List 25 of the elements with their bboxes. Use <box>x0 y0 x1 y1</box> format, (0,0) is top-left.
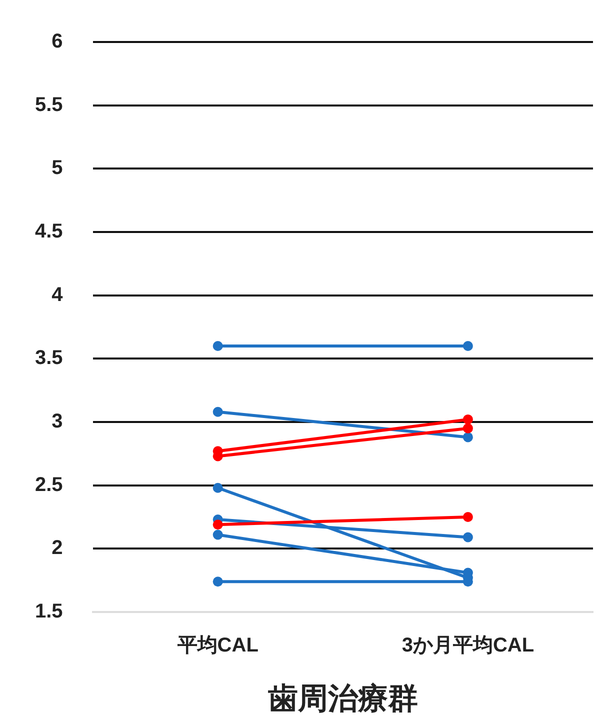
point <box>462 341 473 351</box>
point <box>462 423 473 434</box>
point <box>212 341 223 351</box>
y-tick-label: 3 <box>52 410 63 433</box>
x-axis-title: 歯周治療群 <box>268 681 418 716</box>
y-tick-label: 5.5 <box>34 94 63 116</box>
point <box>212 530 223 540</box>
point <box>462 414 473 424</box>
x-tick-label: 3か月平均CAL <box>402 634 534 657</box>
y-tick-label: 2.5 <box>34 474 63 496</box>
y-tick-label: 1.5 <box>34 600 63 623</box>
point <box>462 432 473 442</box>
y-tick-label: 4.5 <box>34 220 63 243</box>
y-tick-label: 5 <box>52 157 63 180</box>
y-tick-label: 4 <box>52 284 64 306</box>
point <box>212 520 223 530</box>
point <box>462 532 473 542</box>
point <box>462 512 473 522</box>
point <box>212 576 223 587</box>
x-tick-label: 平均CAL <box>176 634 258 657</box>
point <box>212 406 223 417</box>
y-tick-label: 3.5 <box>34 347 63 370</box>
y-tick-label: 2 <box>52 537 63 560</box>
point <box>212 482 223 493</box>
y-tick-label: 6 <box>52 30 63 53</box>
